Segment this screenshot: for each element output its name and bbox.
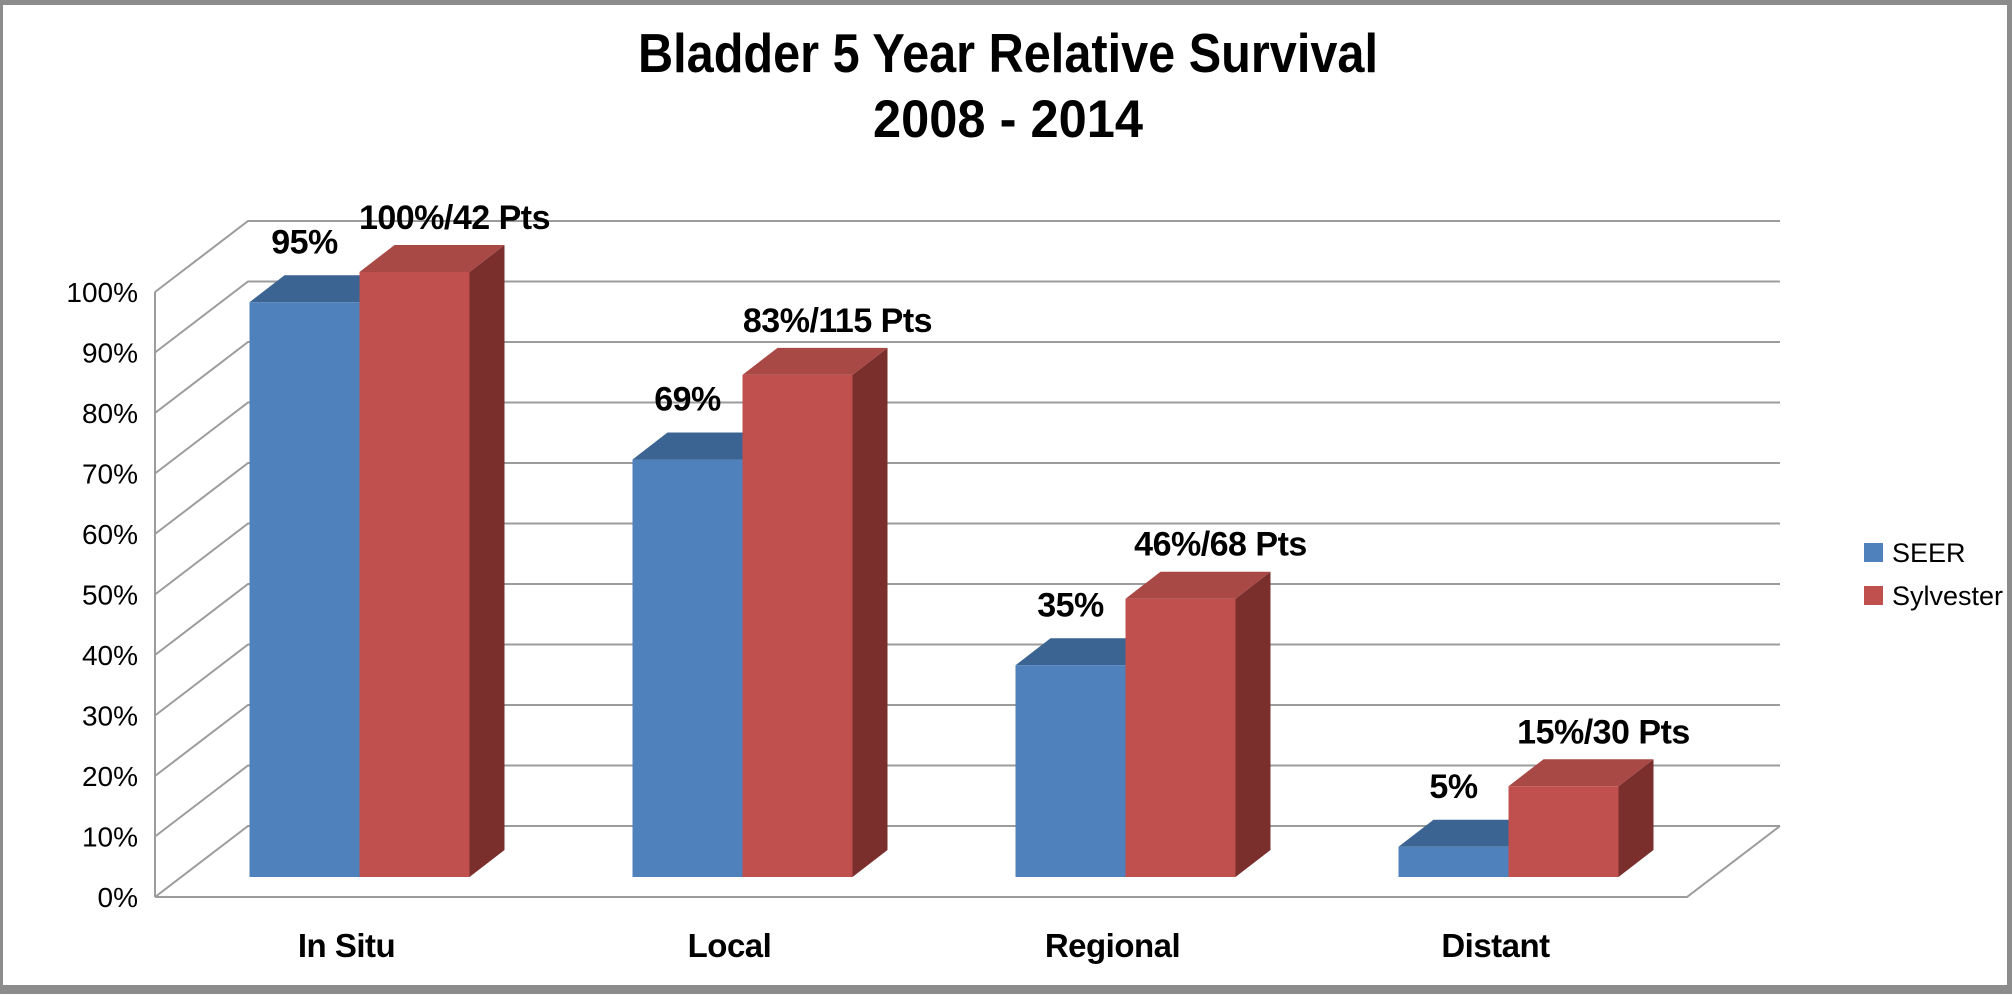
bar-sylvester-in-situ: [359, 245, 505, 877]
gridline-90-: [154, 280, 1780, 354]
bar-face-top: [1398, 819, 1544, 847]
bar-face-top: [742, 347, 888, 375]
bar-face-side: [852, 347, 888, 878]
data-label-seer-distant: 5%: [1429, 768, 1477, 806]
bar-face-front: [632, 459, 743, 877]
data-label-seer-in-situ: 95%: [271, 223, 338, 261]
bar-sylvester-regional: [1125, 571, 1271, 877]
data-label-seer-local: 69%: [654, 381, 721, 419]
bar-face-front: [359, 272, 470, 877]
plot-area: 95% 100%/42 Pts 69% 83%/115 Pts 35% 46%/68 Pt…: [66, 199, 1781, 964]
bar-face-front: [742, 374, 853, 877]
bar-sylvester-distant: [1508, 759, 1654, 877]
y-tick-label-90-: 90%: [82, 338, 138, 369]
bar-face-front: [1398, 846, 1509, 877]
category-label-in-situ: In Situ: [298, 927, 395, 964]
gridline-50-: [154, 522, 1780, 596]
category-label-regional: Regional: [1045, 927, 1180, 964]
bar-face-top: [632, 432, 778, 460]
bar-face-top: [249, 275, 395, 303]
gridline-60-: [154, 462, 1780, 535]
data-label-sylvester-distant: 15%/30 Pts: [1517, 713, 1690, 751]
data-label-sylvester-in-situ: 100%/42 Pts: [359, 199, 550, 237]
bar-face-front: [1125, 598, 1236, 877]
y-tick-label-30-: 30%: [82, 701, 138, 732]
category-label-local: Local: [688, 927, 772, 964]
legend-label-sylvester: Sylvester: [1892, 581, 2003, 611]
bar-face-front: [249, 302, 360, 877]
y-tick-label-100-: 100%: [66, 277, 138, 308]
bar-face-top: [1125, 571, 1271, 599]
legend-swatch-sylvester: [1864, 586, 1883, 605]
gridline-80-: [154, 341, 1780, 414]
y-tick-label-40-: 40%: [82, 640, 138, 671]
data-label-sylvester-local: 83%/115 Pts: [743, 302, 932, 340]
data-label-seer-regional: 35%: [1037, 586, 1104, 624]
bar-face-top: [1508, 759, 1654, 787]
floor-edge: [155, 825, 1781, 898]
y-tick-label-10-: 10%: [82, 822, 138, 853]
legend: SEER Sylvester: [1864, 538, 2003, 611]
y-tick-label-80-: 80%: [82, 398, 138, 429]
bar-face-top: [1015, 638, 1161, 666]
y-tick-label-70-: 70%: [82, 459, 138, 490]
bar-sylvester-local: [742, 347, 888, 878]
data-label-sylvester-regional: 46%/68 Pts: [1134, 526, 1307, 564]
legend-swatch-seer: [1864, 543, 1883, 562]
bar-face-side: [469, 245, 505, 877]
bar-face-side: [1618, 759, 1654, 877]
legend-label-seer: SEER: [1892, 538, 1966, 568]
y-tick-label-0-: 0%: [98, 882, 138, 913]
gridline-70-: [154, 401, 1780, 475]
gridline-100-: [154, 220, 1780, 293]
y-tick-label-20-: 20%: [82, 761, 138, 792]
chart-title: Bladder 5 Year Relative Survival: [638, 22, 1378, 84]
bar-face-front: [1015, 665, 1126, 877]
bar-face-front: [1508, 786, 1619, 877]
y-tick-label-50-: 50%: [82, 580, 138, 611]
bar-face-side: [1235, 571, 1271, 877]
category-label-distant: Distant: [1441, 927, 1550, 964]
y-tick-label-60-: 60%: [82, 519, 138, 550]
chart-subtitle: 2008 - 2014: [873, 90, 1143, 149]
bar-face-top: [359, 245, 505, 272]
